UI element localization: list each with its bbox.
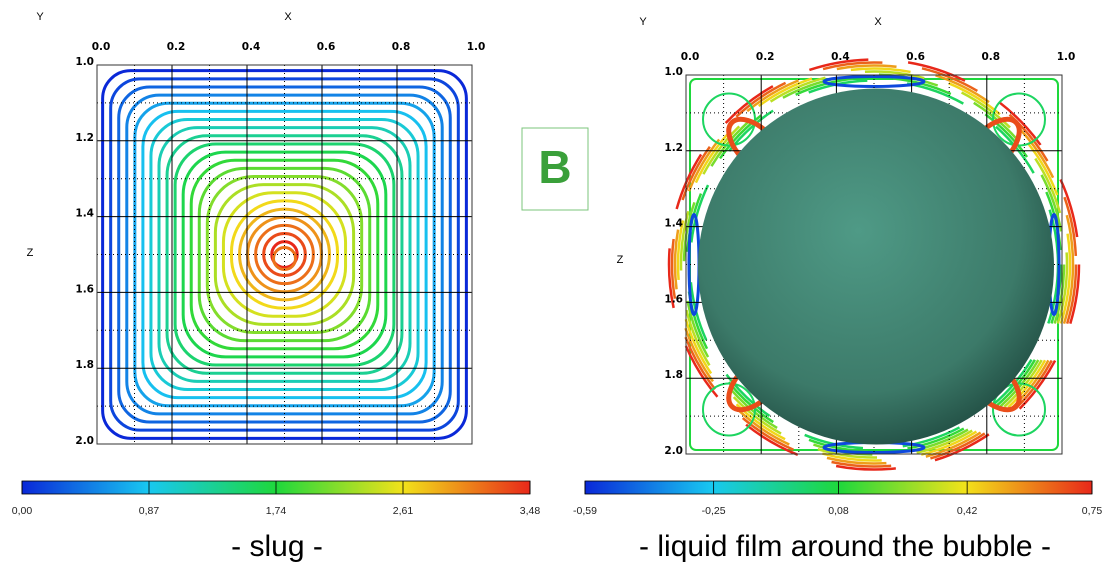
colorbar-tick-label: -0,25 [702,505,726,517]
y-tick-label: 1.2 [664,142,683,154]
x-axis-label: X [874,16,882,28]
y-tick-label: 1.6 [75,283,94,295]
y-tick-label: 2.0 [75,435,94,447]
x-tick-label: 0.2 [756,51,775,63]
y-tick-label: 1.8 [664,369,683,381]
colorbar-tick-label: 1,74 [266,505,287,517]
colorbar-tick-label: 0,87 [139,505,160,517]
x-tick-label: 1.0 [1057,51,1076,63]
figure: B 0.0 0.2 0.4 0.6 0.8 1.0 1.0 1.2 1.4 1.6 1.8 2.0 Y X… [0,0,1112,571]
y-axis-label: Y [36,11,44,23]
y-tick-label: 1.8 [75,359,94,371]
y-tick-label: 1.2 [75,132,94,144]
y-tick-label: 2.0 [664,445,683,457]
x-tick-label: 0.4 [831,51,850,63]
colorbar-tick-label: -0,59 [573,505,597,517]
y-tick-label: 1.0 [664,66,683,78]
colorbar-tick-label: 2,61 [393,505,414,517]
y-tick-label: 1.6 [664,293,683,305]
z-axis-label: Z [617,254,624,266]
colorbar-tick-label: 0,75 [1082,505,1103,517]
y-axis-label: Y [639,16,647,28]
x-tick-label: 1.0 [467,41,486,53]
caption: - liquid film around the bubble - [639,530,1051,563]
panel-label: B [538,141,571,193]
x-tick-label: 0.8 [392,41,411,53]
x-tick-label: 0.6 [317,41,336,53]
x-tick-label: 0.4 [242,41,261,53]
z-axis-label: Z [27,247,34,259]
x-tick-label: 0.2 [167,41,186,53]
y-tick-label: 1.4 [75,208,94,220]
caption: - slug - [231,530,323,563]
colorbar-tick-label: 0,08 [828,505,849,517]
x-tick-label: 0.0 [681,51,700,63]
colorbar-tick-label: 0,00 [12,505,33,517]
colorbar-tick-label: 3,48 [520,505,541,517]
y-tick-label: 1.4 [664,218,683,230]
bubble [698,89,1054,445]
x-tick-label: 0.0 [92,41,111,53]
y-tick-label: 1.0 [75,56,94,68]
x-axis-label: X [284,11,292,23]
colorbar-tick-label: 0,42 [957,505,978,517]
x-tick-label: 0.8 [981,51,1000,63]
x-tick-label: 0.6 [906,51,925,63]
